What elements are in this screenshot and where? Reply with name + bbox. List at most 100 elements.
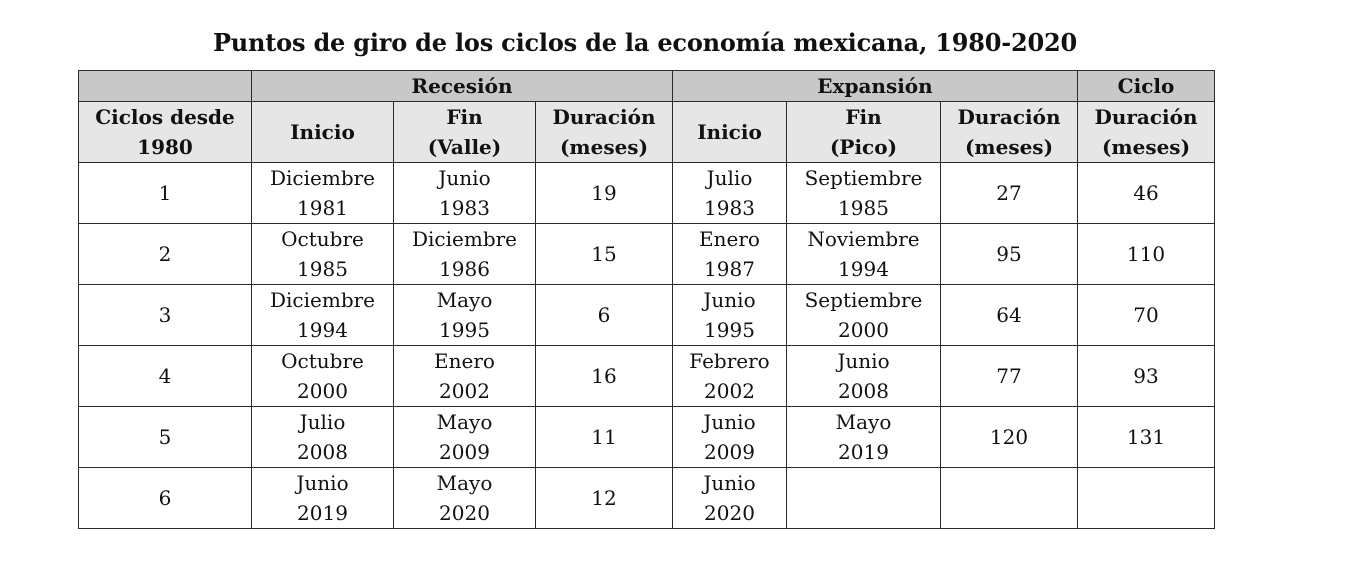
cell-exp-fin: Mayo 2019 [786, 406, 941, 468]
cell-line: Fin [446, 105, 483, 129]
cell-line: 2000 [297, 379, 348, 403]
cell-exp-inicio: Junio 1995 [672, 284, 787, 346]
cell-line: 1994 [297, 318, 348, 342]
cell-line: Noviembre [807, 227, 920, 251]
cell-rec-fin: Mayo 2020 [393, 467, 536, 529]
group-header-recesion: Recesión [251, 70, 673, 102]
cell-rec-duracion: 15 [535, 223, 673, 285]
table-title: Puntos de giro de los ciclos de la econo… [212, 28, 1078, 57]
group-header-expansion: Expansión [672, 70, 1078, 102]
cell-line: Junio [703, 410, 756, 434]
cell-line: 2008 [297, 440, 348, 464]
cell-exp-duracion: 77 [940, 345, 1078, 407]
cell-rec-duracion: 19 [535, 162, 673, 224]
cell-line: Diciembre [411, 227, 518, 251]
cell-line: Mayo [436, 288, 493, 312]
cell-line: 1995 [439, 318, 490, 342]
cell-rec-duracion: 12 [535, 467, 673, 529]
cell-rec-fin: Enero 2002 [393, 345, 536, 407]
cell-line: 1983 [439, 196, 490, 220]
cell-line: 1981 [297, 196, 348, 220]
cell-exp-inicio: Junio 2009 [672, 406, 787, 468]
cell-rec-inicio: Junio 2019 [251, 467, 394, 529]
column-header-ciclos: Ciclos desde 1980 [78, 101, 252, 163]
cell-exp-inicio: Enero 1987 [672, 223, 787, 285]
table-row: 2 Octubre 1985 Diciembre 1986 15 Enero 1987 Novi… [78, 223, 1215, 285]
cell-rec-fin: Diciembre 1986 [393, 223, 536, 285]
cell-line: Enero [434, 349, 495, 373]
cell-exp-duracion: 64 [940, 284, 1078, 346]
cell-line: 1986 [439, 257, 490, 281]
cell-line: Mayo [835, 410, 892, 434]
cell-ciclo: 6 [78, 467, 252, 529]
column-header-exp-fin: Fin (Pico) [786, 101, 941, 163]
cell-exp-duracion [940, 467, 1078, 529]
cell-rec-fin: Junio 1983 [393, 162, 536, 224]
cell-ciclo: 1 [78, 162, 252, 224]
cell-line: Diciembre [269, 288, 376, 312]
cell-exp-duracion: 95 [940, 223, 1078, 285]
table-row: 3 Diciembre 1994 Mayo 1995 6 Junio 1995 Septiemb… [78, 284, 1215, 346]
cell-ciclo: 3 [78, 284, 252, 346]
cell-exp-inicio: Julio 1983 [672, 162, 787, 224]
cell-ciclo-duracion [1077, 467, 1215, 529]
cell-ciclo: 5 [78, 406, 252, 468]
cell-ciclo-duracion: 110 [1077, 223, 1215, 285]
cell-line: Junio [703, 471, 756, 495]
column-header-row: Ciclos desde 1980 Inicio Fin (Valle) Duración… [78, 101, 1215, 163]
cell-line: 2019 [838, 440, 889, 464]
cell-line: 2000 [838, 318, 889, 342]
cell-line: Julio [299, 410, 346, 434]
cell-ciclo-duracion: 93 [1077, 345, 1215, 407]
cell-line: Duración [957, 105, 1061, 129]
cell-line: Junio [438, 166, 491, 190]
group-header-row: Recesión Expansión Ciclo [78, 70, 1215, 102]
group-header-blank [78, 70, 252, 102]
cell-line: (Valle) [427, 135, 502, 159]
table-body: 1 Diciembre 1981 Junio 1983 19 Julio 1983 Septie… [78, 162, 1215, 529]
cell-line: 1985 [297, 257, 348, 281]
cell-line: Ciclos desde [95, 105, 235, 129]
cell-line: Septiembre [804, 166, 923, 190]
cell-line: 2020 [439, 501, 490, 525]
table-row: 6 Junio 2019 Mayo 2020 12 Junio 2020 [78, 467, 1215, 529]
cell-rec-inicio: Julio 2008 [251, 406, 394, 468]
column-header-rec-duracion: Duración (meses) [535, 101, 673, 163]
cell-line: Inicio [697, 120, 762, 144]
cell-exp-inicio: Febrero 2002 [672, 345, 787, 407]
cell-line: 2009 [704, 440, 755, 464]
cell-line: Inicio [290, 120, 355, 144]
cell-rec-inicio: Diciembre 1994 [251, 284, 394, 346]
cell-rec-duracion: 16 [535, 345, 673, 407]
cell-exp-fin: Septiembre 2000 [786, 284, 941, 346]
cell-line: Fin [845, 105, 882, 129]
group-header-ciclo: Ciclo [1077, 70, 1215, 102]
cell-line: Septiembre [804, 288, 923, 312]
table-row: 4 Octubre 2000 Enero 2002 16 Febrero 2002 Junio 2… [78, 345, 1215, 407]
cell-rec-inicio: Diciembre 1981 [251, 162, 394, 224]
cell-exp-fin: Junio 2008 [786, 345, 941, 407]
cell-rec-fin: Mayo 2009 [393, 406, 536, 468]
cell-exp-fin [786, 467, 941, 529]
cell-line: Enero [699, 227, 760, 251]
cell-line: 1987 [704, 257, 755, 281]
column-header-rec-inicio: Inicio [251, 101, 394, 163]
cell-ciclo-duracion: 70 [1077, 284, 1215, 346]
cell-ciclo: 2 [78, 223, 252, 285]
cell-line: 1983 [704, 196, 755, 220]
cell-line: Junio [837, 349, 890, 373]
cell-exp-fin: Septiembre 1985 [786, 162, 941, 224]
cell-line: (meses) [964, 135, 1054, 159]
cell-exp-duracion: 120 [940, 406, 1078, 468]
cell-rec-fin: Mayo 1995 [393, 284, 536, 346]
cell-line: Octubre [281, 227, 364, 251]
cell-line: (meses) [559, 135, 649, 159]
cell-ciclo-duracion: 131 [1077, 406, 1215, 468]
cell-exp-duracion: 27 [940, 162, 1078, 224]
cell-line: (Pico) [829, 135, 898, 159]
cell-line: 1985 [838, 196, 889, 220]
cell-ciclo-duracion: 46 [1077, 162, 1215, 224]
cell-line: 1995 [704, 318, 755, 342]
cell-line: Mayo [436, 410, 493, 434]
cell-line: Duración [552, 105, 656, 129]
